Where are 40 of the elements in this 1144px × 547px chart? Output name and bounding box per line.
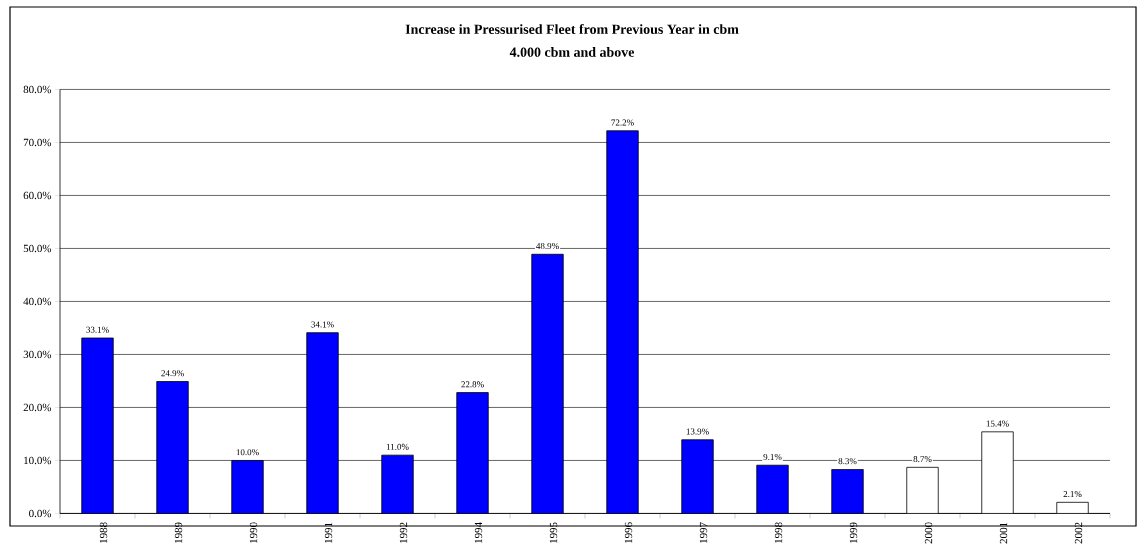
chart-title: Increase in Pressurised Fleet from Previous Year in cbm xyxy=(405,23,739,34)
y-tick-label: 10.0% xyxy=(24,456,52,465)
y-tick-label: 40.0% xyxy=(23,297,52,306)
x-tick-label: 2002 xyxy=(1074,522,1083,544)
data-label: 10.0% xyxy=(236,449,259,456)
x-tick-label: 1988 xyxy=(99,522,108,543)
x-tick-label: 1995 xyxy=(549,522,558,543)
data-label: 24.9% xyxy=(161,370,184,377)
y-tick-label: 80.0% xyxy=(23,85,52,94)
data-label: 15.4% xyxy=(986,420,1009,427)
x-tick-label: 2000 xyxy=(924,522,933,544)
data-label: 72.2% xyxy=(611,119,634,126)
bar xyxy=(831,468,864,514)
x-tick-label: 1994 xyxy=(474,522,483,543)
data-label: 22.8% xyxy=(461,381,484,388)
x-tick-label: 1990 xyxy=(249,522,258,543)
data-label: 48.9% xyxy=(536,242,559,249)
y-tick-label: 50.0% xyxy=(23,244,52,253)
data-label: 2.1% xyxy=(1063,490,1082,498)
data-label: 33.1% xyxy=(86,326,109,333)
x-tick-label: 1998 xyxy=(774,522,783,543)
x-tick-label: 1992 xyxy=(399,522,408,543)
data-label: 11.0% xyxy=(386,443,409,450)
data-label: 8.3% xyxy=(838,458,857,465)
x-tick-label: 1996 xyxy=(624,522,633,543)
chart-subtitle: 4.000 cbm and above xyxy=(509,46,635,57)
x-tick-label: 1999 xyxy=(849,522,858,543)
x-tick-label: 1989 xyxy=(174,522,183,543)
y-tick-label: 0.0% xyxy=(29,509,52,518)
data-label: 9.1% xyxy=(763,453,782,460)
data-label: 8.7% xyxy=(913,455,932,463)
x-tick-label: 1991 xyxy=(324,522,333,543)
x-tick-label: 2001 xyxy=(999,522,1008,544)
y-tick-label: 60.0% xyxy=(23,191,52,200)
y-tick-label: 70.0% xyxy=(23,138,52,147)
y-tick-label: 30.0% xyxy=(23,350,52,359)
data-label: 13.9% xyxy=(686,428,709,435)
y-tick-label: 20.0% xyxy=(23,403,52,412)
data-label: 34.1% xyxy=(311,321,334,328)
x-tick-label: 1997 xyxy=(699,522,708,543)
